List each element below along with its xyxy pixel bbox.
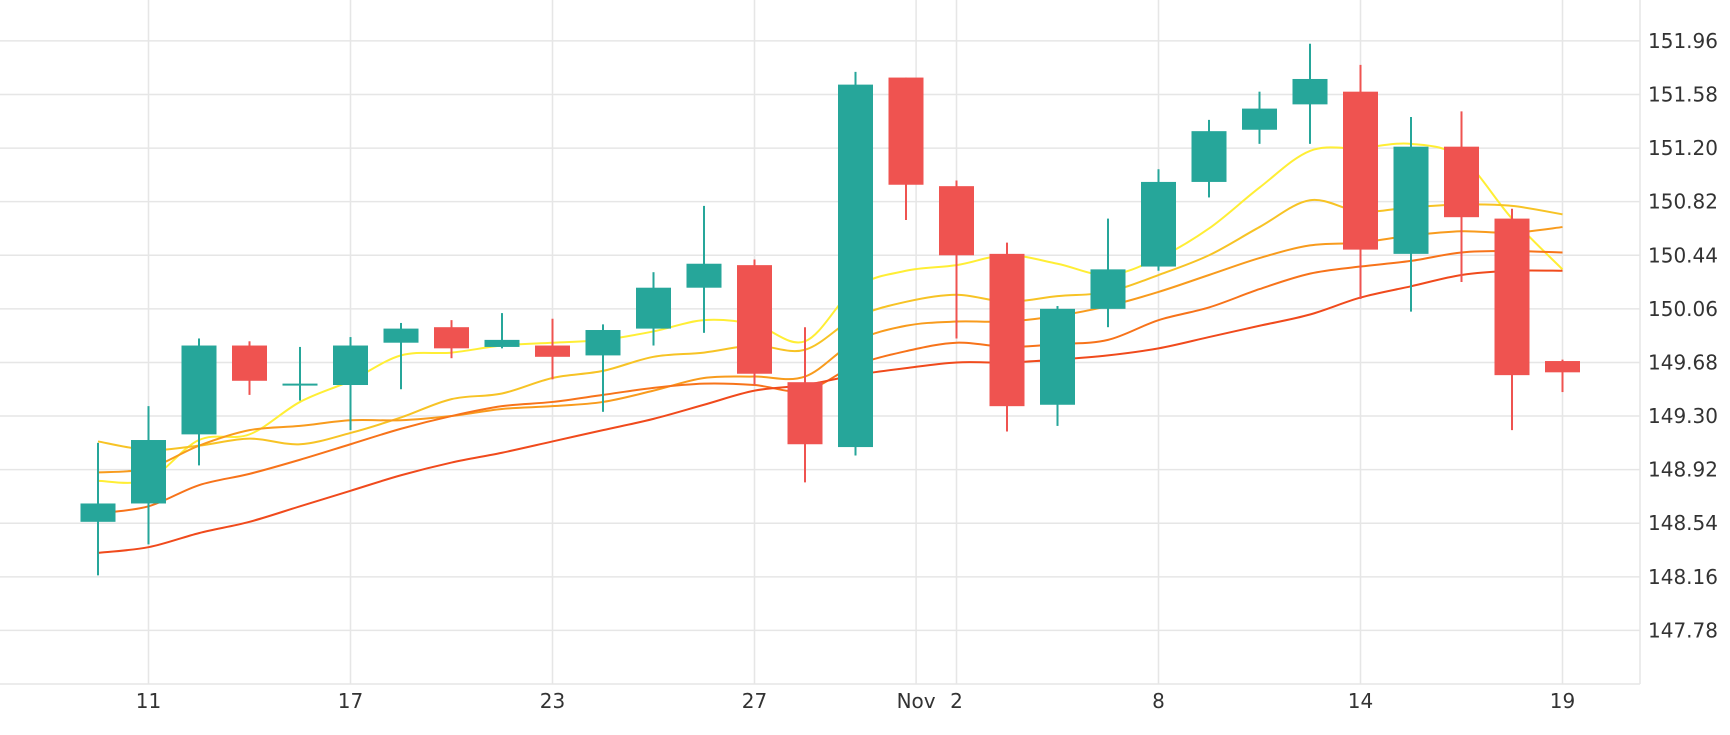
candle-up [686, 205, 722, 333]
moving-average-line [97, 142, 1564, 484]
candle-up [484, 313, 520, 349]
y-tick-label: 149.68 [1648, 350, 1718, 374]
candle-down [787, 327, 823, 483]
y-tick-label: 151.58 [1648, 82, 1718, 106]
x-tick-label: 2 [950, 689, 963, 713]
candle-down [535, 318, 570, 380]
x-tick-label: 19 [1550, 689, 1575, 713]
axis-layer: 147.78 148.16 148.54 148.92 149.30 149.68 150.… [136, 29, 1718, 713]
x-tick-label: 23 [540, 689, 565, 713]
candle-up [181, 338, 217, 466]
x-tick-label: 8 [1152, 689, 1165, 713]
x-tick-label: Nov [897, 689, 936, 713]
candle-body [1343, 91, 1378, 250]
y-tick-label: 148.54 [1648, 511, 1718, 535]
candle-body [838, 84, 873, 448]
candle-body [636, 287, 671, 329]
candle-body [1393, 146, 1429, 254]
candle-body [1040, 308, 1075, 405]
candle-down [434, 320, 469, 359]
candle-up [1292, 43, 1328, 144]
candle-body [939, 186, 974, 256]
candle-body [535, 345, 570, 357]
candle-body [80, 503, 116, 522]
y-tick-label: 150.44 [1648, 243, 1718, 267]
candle-up [1393, 117, 1429, 312]
candle-body [989, 253, 1025, 407]
candle-body [1444, 146, 1479, 218]
candle-body [1242, 108, 1277, 130]
candle-body [1090, 269, 1126, 309]
moving-average-line [97, 226, 1563, 474]
candle-body [1292, 78, 1328, 105]
y-tick-label: 148.16 [1648, 565, 1718, 589]
moving-average-line [97, 198, 1563, 451]
x-tick-label: 14 [1348, 689, 1373, 713]
candle-up [131, 406, 166, 545]
candle-body [888, 77, 924, 185]
y-tick-label: 151.96 [1648, 29, 1718, 53]
candle-body [1545, 361, 1580, 373]
candle-up [1040, 306, 1075, 426]
moving-average-line [97, 269, 1563, 554]
candle-up [1090, 218, 1126, 328]
candle-up [1191, 119, 1227, 198]
candle-body [383, 328, 419, 343]
y-tick-label: 151.20 [1648, 136, 1718, 160]
candle-body [131, 440, 166, 504]
candle-up [80, 442, 116, 576]
candle-up [383, 322, 419, 390]
candle-body [737, 265, 772, 374]
candle-up [585, 324, 621, 412]
candle-body [282, 383, 318, 386]
candle-up [636, 272, 671, 346]
candle-body [1191, 131, 1227, 182]
candle-down [1545, 359, 1580, 393]
candle-down [737, 259, 772, 386]
candle-down [989, 242, 1025, 432]
y-tick-label: 147.78 [1648, 618, 1718, 642]
candle-body [1494, 218, 1530, 376]
candle-layer [80, 43, 1580, 576]
y-tick-label: 148.92 [1648, 458, 1718, 482]
candle-body [232, 345, 267, 381]
candle-up [838, 71, 873, 456]
candle-body [333, 345, 368, 386]
candle-body [585, 330, 621, 356]
x-tick-label: 11 [136, 689, 161, 713]
candle-down [888, 77, 924, 221]
y-tick-label: 150.82 [1648, 190, 1718, 214]
candle-body [1141, 181, 1176, 267]
candle-down [939, 180, 974, 339]
candle-down [1494, 208, 1530, 431]
candle-up [1242, 91, 1277, 144]
y-tick-label: 149.30 [1648, 404, 1718, 428]
candle-body [484, 339, 520, 347]
candle-down [1343, 64, 1378, 299]
candle-down [232, 341, 267, 395]
candle-up [282, 346, 318, 401]
y-tick-label: 150.06 [1648, 297, 1718, 321]
candle-body [434, 327, 469, 349]
candle-up [1141, 169, 1176, 271]
x-tick-label: 27 [742, 689, 767, 713]
x-tick-label: 17 [338, 689, 363, 713]
moving-average-line [97, 250, 1563, 515]
candle-down [1444, 111, 1479, 283]
candle-body [787, 382, 823, 445]
candle-up [333, 337, 368, 431]
candle-body [686, 263, 722, 288]
moving-average-layer [97, 142, 1564, 554]
candle-body [181, 345, 217, 435]
